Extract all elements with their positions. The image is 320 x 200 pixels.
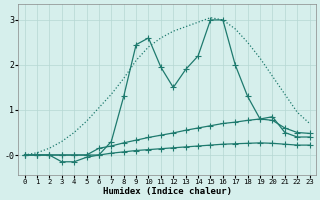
X-axis label: Humidex (Indice chaleur): Humidex (Indice chaleur) <box>103 187 232 196</box>
